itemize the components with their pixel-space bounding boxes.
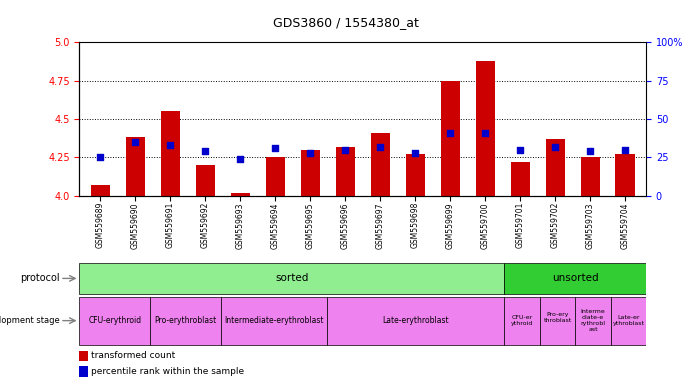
Text: GDS3860 / 1554380_at: GDS3860 / 1554380_at (272, 16, 419, 29)
Text: Late-er
ythroblast: Late-er ythroblast (612, 315, 645, 326)
Text: percentile rank within the sample: percentile rank within the sample (91, 367, 245, 376)
Point (95, 154, 106, 161)
Bar (504, 263, 646, 294)
Bar (406, 154, 425, 196)
Bar (79, 263, 504, 294)
Text: sorted: sorted (275, 273, 309, 283)
Bar (79, 351, 88, 361)
Text: Intermediate-erythroblast: Intermediate-erythroblast (225, 316, 324, 325)
Bar (328, 297, 504, 344)
Point (269, 145, 281, 151)
Bar (575, 297, 611, 344)
Text: CFU-erythroid: CFU-erythroid (88, 316, 142, 325)
Text: development stage: development stage (0, 316, 60, 325)
Point (620, 147, 631, 153)
Point (340, 147, 351, 153)
Bar (231, 193, 250, 196)
Bar (79, 297, 151, 344)
Text: CFU-er
ythroid: CFU-er ythroid (511, 315, 533, 326)
Text: Interme
diate-e
rythrobl
ast: Interme diate-e rythrobl ast (580, 310, 605, 332)
Point (445, 130, 456, 136)
Point (130, 139, 141, 145)
Bar (504, 297, 540, 344)
Point (480, 130, 491, 136)
Point (200, 148, 211, 154)
Bar (475, 61, 495, 196)
Bar (151, 297, 221, 344)
Bar (580, 157, 600, 196)
Bar (611, 297, 646, 344)
Point (235, 156, 246, 162)
Text: unsorted: unsorted (552, 273, 598, 283)
Bar (301, 150, 320, 196)
Point (515, 147, 526, 153)
Bar (441, 81, 460, 196)
Bar (616, 154, 635, 196)
Bar (370, 133, 390, 196)
Bar (266, 157, 285, 196)
Bar (126, 137, 145, 196)
Text: Late-erythroblast: Late-erythroblast (383, 316, 449, 325)
Bar (91, 185, 110, 196)
Text: Pro-erythroblast: Pro-erythroblast (155, 316, 217, 325)
Bar (545, 139, 565, 196)
Bar (161, 111, 180, 196)
Text: protocol: protocol (20, 273, 60, 283)
Text: transformed count: transformed count (91, 351, 176, 361)
Bar (336, 147, 355, 196)
Bar (196, 165, 215, 196)
Point (375, 144, 386, 150)
Point (549, 144, 560, 150)
Bar (511, 162, 530, 196)
Text: Pro-ery
throblast: Pro-ery throblast (543, 312, 571, 329)
Bar (540, 297, 575, 344)
Bar (79, 366, 88, 377)
Point (305, 150, 316, 156)
Point (165, 142, 176, 148)
Point (410, 150, 421, 156)
Bar (221, 297, 328, 344)
Point (585, 148, 596, 154)
